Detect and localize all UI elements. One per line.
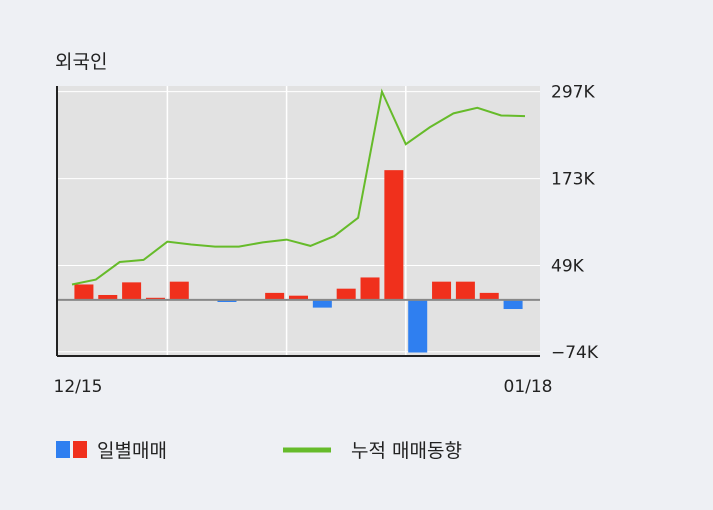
daily-bar-buy — [336, 288, 356, 300]
daily-bar-buy — [145, 297, 165, 300]
daily-bar-buy — [122, 282, 142, 300]
daily-bar-sell — [312, 299, 332, 308]
daily-bar-sell — [217, 299, 237, 302]
daily-bar-sell — [408, 299, 428, 353]
cumulative-line — [71, 88, 526, 286]
daily-bar-buy — [455, 281, 475, 300]
daily-bars — [74, 170, 523, 353]
daily-bar-buy — [432, 281, 452, 300]
daily-bar-buy — [384, 170, 404, 300]
legend-buy-swatch — [73, 441, 87, 458]
legend-sell-swatch — [56, 441, 70, 458]
daily-bar-buy — [360, 277, 380, 300]
daily-bar-buy — [265, 292, 285, 300]
legend-cumulative-label: 누적 매매동향 — [351, 440, 462, 462]
daily-bar-buy — [479, 292, 499, 300]
y-tick-label: 173K — [551, 170, 595, 190]
grid-lines — [57, 86, 540, 356]
plot-area — [57, 86, 540, 356]
y-tick-label: 49K — [551, 257, 585, 277]
daily-bar-buy — [289, 295, 308, 300]
legend: 일별매매 누적 매매동향 — [56, 440, 462, 462]
daily-bar-buy — [74, 284, 94, 300]
daily-bar-buy — [98, 294, 118, 300]
y-tick-label: −74K — [551, 343, 599, 363]
x-tick-label: 12/15 — [54, 377, 103, 397]
x-tick-label: 01/18 — [504, 377, 553, 397]
daily-bar-sell — [503, 299, 523, 310]
y-tick-labels: 297K 173K 49K −74K — [551, 83, 599, 363]
daily-bar-buy — [169, 281, 189, 300]
chart-title: 외국인 — [55, 51, 107, 73]
legend-daily-label: 일별매매 — [97, 440, 167, 462]
y-tick-label: 297K — [551, 83, 595, 103]
